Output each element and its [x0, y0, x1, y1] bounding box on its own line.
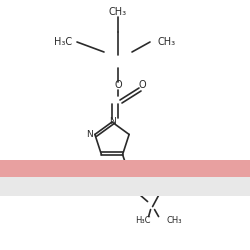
Text: B: B	[127, 170, 134, 179]
Text: O: O	[138, 80, 146, 90]
Text: CH₃: CH₃	[109, 7, 127, 17]
Text: CH₃: CH₃	[180, 168, 196, 177]
Text: O: O	[114, 80, 122, 90]
Bar	[0, 160, 250, 177]
Bar	[0, 177, 250, 196]
Text: ORGANICS: ORGANICS	[34, 177, 156, 197]
Text: N: N	[108, 116, 116, 126]
Text: N: N	[86, 130, 93, 139]
Text: H₃C: H₃C	[54, 37, 72, 47]
Text: CH₃: CH₃	[166, 216, 182, 225]
Text: ACROS: ACROS	[31, 156, 149, 186]
Text: CH₃: CH₃	[180, 184, 196, 193]
Text: H₃C: H₃C	[135, 216, 150, 225]
Text: O: O	[133, 188, 140, 198]
Text: CH₃: CH₃	[158, 37, 176, 47]
Text: O: O	[145, 162, 152, 172]
